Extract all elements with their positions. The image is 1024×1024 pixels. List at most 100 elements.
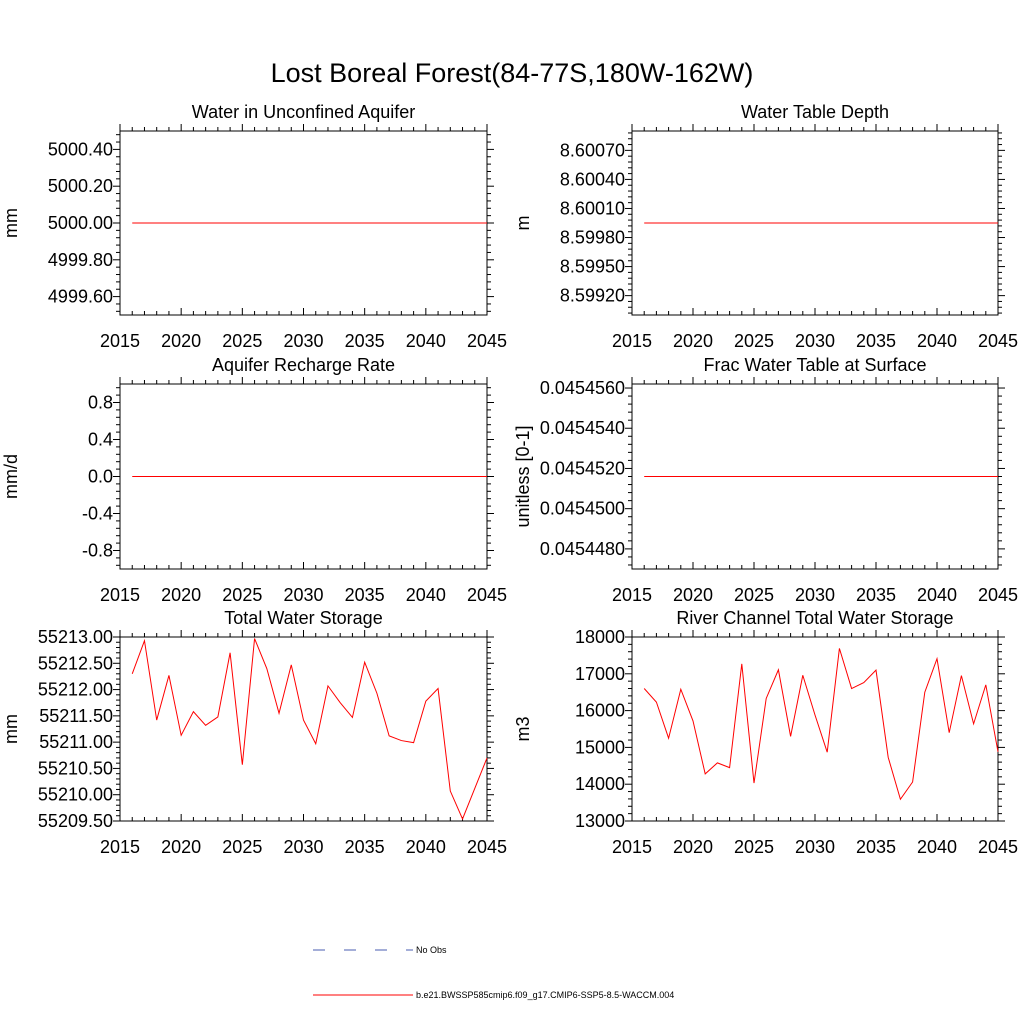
x-tick-label: 2045 (467, 331, 507, 351)
x-tick-label: 2035 (856, 837, 896, 857)
y-tick-label: 0.0 (88, 467, 113, 487)
legend-model-label: b.e21.BWSSP585cmip6.f09_g17.CMIP6-SSP5-8… (416, 990, 674, 1000)
y-tick-label: 13000 (575, 811, 625, 831)
panel-frac-water-table-at-surface: Frac Water Table at Surface unitless [0-1… (513, 355, 1018, 605)
x-tick-label: 2045 (978, 331, 1018, 351)
panel-title: Water in Unconfined Aquifer (192, 102, 415, 122)
y-axis-label: unitless [0-1] (513, 425, 533, 527)
y-tick-label: 0.0454560 (540, 378, 625, 398)
legend-obs-label: No Obs (416, 945, 447, 955)
x-tick-label: 2025 (222, 837, 262, 857)
panel-aquifer-recharge-rate: Aquifer Recharge Rate mm/d 2015 2020 2025 203… (1, 355, 507, 605)
y-tick-label: 5000.40 (48, 139, 113, 159)
x-tick-label: 2015 (100, 331, 140, 351)
x-tick-label: 2015 (100, 585, 140, 605)
y-tick-label: 55212.00 (38, 680, 113, 700)
y-tick-label: 0.8 (88, 393, 113, 413)
y-tick-label: 8.60010 (560, 198, 625, 218)
x-tick-label: 2040 (406, 331, 446, 351)
y-tick-label: 0.0454480 (540, 539, 625, 559)
y-tick-label: 5000.00 (48, 213, 113, 233)
panel-river-channel-total-water-storage: River Channel Total Water Storage m3 2015 2… (513, 608, 1018, 857)
x-tick-label: 2030 (283, 331, 323, 351)
y-axis-label: mm (1, 714, 21, 744)
y-tick-label: -0.4 (82, 504, 113, 524)
x-tick-label: 2030 (795, 585, 835, 605)
y-tick-label: 8.59980 (560, 228, 625, 248)
x-tick-label: 2045 (978, 837, 1018, 857)
y-tick-label: 55211.00 (39, 732, 113, 752)
y-tick-label: 55209.50 (38, 811, 113, 831)
y-axis-label: mm/d (1, 454, 21, 499)
x-tick-label: 2040 (917, 331, 957, 351)
x-tick-label: 2020 (161, 837, 201, 857)
y-tick-label: 8.60070 (560, 140, 625, 160)
model-series-line (131, 638, 488, 821)
x-tick-label: 2040 (406, 585, 446, 605)
x-tick-label: 2035 (856, 331, 896, 351)
y-axis-label: m (513, 216, 533, 231)
panel-total-water-storage: Total Water Storage mm 2015 2020 2025 2030 203… (1, 608, 507, 857)
x-tick-label: 2035 (345, 837, 385, 857)
model-series-line (643, 648, 999, 801)
figure-title: Lost Boreal Forest(84-77S,180W-162W) (271, 58, 754, 88)
y-tick-label: 0.0454520 (540, 458, 625, 478)
y-tick-label: 55210.00 (38, 785, 113, 805)
y-axis-label: mm (1, 208, 21, 238)
panel-water-table-depth: Water Table Depth m 2015 2020 2025 2030 2035 20… (513, 102, 1018, 351)
panel-title: River Channel Total Water Storage (676, 608, 953, 628)
x-tick-label: 2015 (612, 585, 652, 605)
x-tick-label: 2030 (283, 837, 323, 857)
x-tick-label: 2045 (978, 585, 1018, 605)
y-tick-label: 18000 (575, 627, 625, 647)
panel-title: Frac Water Table at Surface (703, 355, 926, 375)
y-tick-label: 4999.60 (48, 287, 113, 307)
panel-title: Total Water Storage (224, 608, 382, 628)
x-tick-label: 2025 (222, 585, 262, 605)
panel-water-in-unconfined-aquifer: Water in Unconfined Aquifer mm 2015 2020 202… (1, 102, 507, 351)
y-tick-label: 14000 (575, 774, 625, 794)
y-tick-label: 0.0454540 (540, 418, 625, 438)
y-tick-label: 8.60040 (560, 169, 625, 189)
x-tick-label: 2020 (161, 585, 201, 605)
y-tick-label: 15000 (575, 737, 625, 757)
y-tick-label: 55213.00 (38, 627, 113, 647)
y-tick-label: 4999.80 (48, 250, 113, 270)
x-tick-label: 2040 (917, 585, 957, 605)
x-tick-label: 2020 (673, 331, 713, 351)
x-tick-label: 2025 (734, 585, 774, 605)
x-tick-label: 2040 (406, 837, 446, 857)
y-tick-label: 17000 (575, 664, 625, 684)
x-tick-label: 2035 (345, 331, 385, 351)
x-tick-label: 2035 (345, 585, 385, 605)
y-tick-label: 0.4 (88, 430, 113, 450)
plot-frame (631, 636, 999, 822)
y-tick-label: -0.8 (82, 541, 113, 561)
x-tick-label: 2015 (612, 331, 652, 351)
x-tick-label: 2015 (100, 837, 140, 857)
panel-title: Aquifer Recharge Rate (212, 355, 395, 375)
x-tick-label: 2030 (795, 331, 835, 351)
x-tick-label: 2020 (161, 331, 201, 351)
y-tick-label: 5000.20 (48, 176, 113, 196)
x-tick-label: 2045 (467, 585, 507, 605)
panel-title: Water Table Depth (741, 102, 889, 122)
y-tick-label: 16000 (575, 701, 625, 721)
x-tick-label: 2025 (222, 331, 262, 351)
x-tick-label: 2040 (917, 837, 957, 857)
y-tick-label: 8.59950 (560, 257, 625, 277)
x-tick-label: 2025 (734, 331, 774, 351)
x-tick-label: 2020 (673, 837, 713, 857)
y-tick-label: 55212.50 (38, 653, 113, 673)
x-tick-label: 2035 (856, 585, 896, 605)
x-tick-label: 2030 (283, 585, 323, 605)
y-tick-label: 55211.50 (39, 706, 113, 726)
y-tick-label: 55210.50 (38, 758, 113, 778)
x-tick-label: 2045 (467, 837, 507, 857)
x-tick-label: 2025 (734, 837, 774, 857)
x-tick-label: 2015 (612, 837, 652, 857)
x-tick-label: 2020 (673, 585, 713, 605)
y-tick-label: 0.0454500 (540, 499, 625, 519)
plot-frame (119, 636, 488, 822)
